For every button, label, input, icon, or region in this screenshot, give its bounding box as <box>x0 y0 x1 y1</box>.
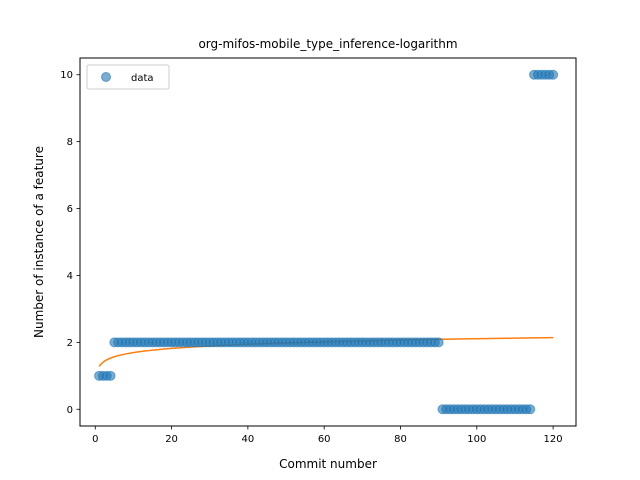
legend: data <box>86 64 170 90</box>
x-tick-label: 20 <box>165 434 178 445</box>
chart-title: org-mifos-mobile_type_inference-logarith… <box>198 37 457 51</box>
legend-box <box>86 64 170 90</box>
plot-frame <box>79 57 577 427</box>
data-points-layer <box>94 69 559 415</box>
x-tick-label: 80 <box>394 434 407 445</box>
x-axis-label: Commit number <box>279 457 377 471</box>
y-tick-label: 4 <box>67 271 73 282</box>
y-axis-label: Number of instance of a feature <box>32 146 46 338</box>
x-tick-label: 120 <box>544 434 563 445</box>
x-tick-label: 100 <box>467 434 486 445</box>
x-tick-label: 0 <box>92 434 98 445</box>
legend-marker <box>101 72 111 82</box>
y-tick-label: 0 <box>67 405 73 416</box>
legend-entry-data: data <box>131 73 154 84</box>
x-tick-label: 40 <box>242 434 255 445</box>
y-tick-label: 10 <box>60 70 73 81</box>
y-tick-label: 2 <box>67 338 73 349</box>
x-axis-ticks: 0 20 40 60 80 100 120 <box>92 426 563 445</box>
data-point <box>105 370 116 381</box>
data-point <box>433 337 444 348</box>
y-tick-label: 6 <box>67 204 73 215</box>
y-axis-ticks: 0 2 4 6 8 10 <box>60 70 80 416</box>
data-point <box>548 69 559 80</box>
x-tick-label: 60 <box>318 434 331 445</box>
y-tick-label: 8 <box>67 137 73 148</box>
data-point <box>525 404 536 415</box>
